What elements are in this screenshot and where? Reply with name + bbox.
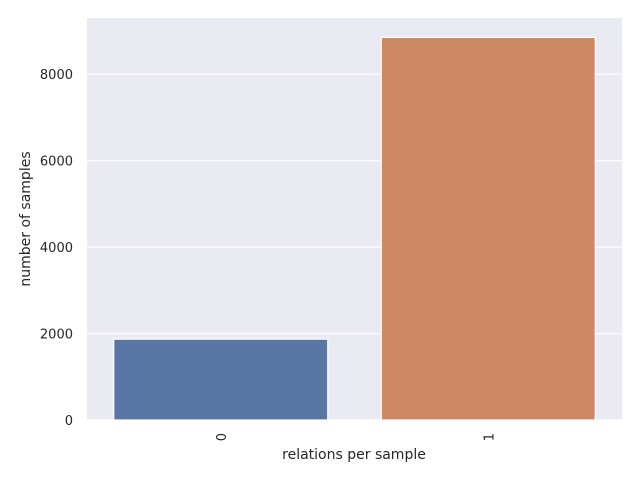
y-axis-label: number of samples xyxy=(18,151,34,286)
bar-1 xyxy=(380,36,596,421)
y-tick-label-0: 0 xyxy=(65,414,73,429)
x-axis-label: relations per sample xyxy=(282,447,426,463)
y-tick-label-2000: 2000 xyxy=(40,328,73,343)
x-tick-label-1: 1 xyxy=(482,433,497,441)
y-tick-label-4000: 4000 xyxy=(40,241,73,256)
y-tick-labels: 0 2000 4000 6000 8000 xyxy=(40,68,73,429)
y-tick-label-8000: 8000 xyxy=(40,68,73,83)
y-tick-label-6000: 6000 xyxy=(40,155,73,170)
bar-0 xyxy=(113,338,329,421)
bars xyxy=(113,36,596,421)
x-tick-label-0: 0 xyxy=(215,433,230,441)
